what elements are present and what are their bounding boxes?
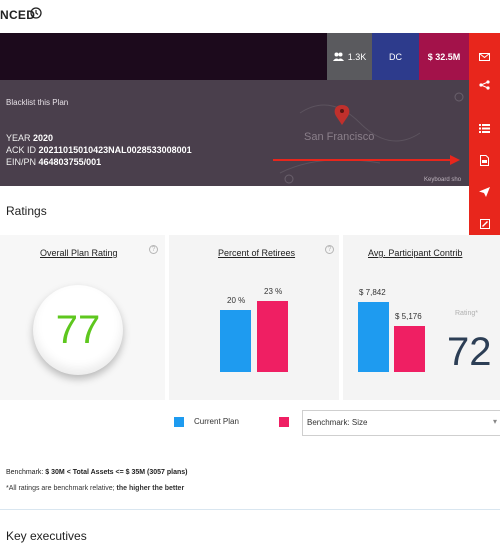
assets-value: $ 32.5M <box>427 51 461 62</box>
participants-stat: 1.3K <box>327 33 372 80</box>
overall-rating-gauge: 77 <box>33 285 123 375</box>
plan-identifiers: YEAR 2020 ACK ID 20211015010423NAL002853… <box>6 132 192 168</box>
year-value: 2020 <box>33 133 54 143</box>
benchmark-select-value: Benchmark: Size <box>307 418 368 427</box>
state-stat: DC <box>372 33 419 80</box>
help-icon[interactable]: ? <box>325 245 334 254</box>
ratings-footnote: *All ratings are benchmark relative; the… <box>6 485 184 492</box>
footnote-prefix: *All ratings are benchmark relative; <box>6 485 117 492</box>
contribution-title[interactable]: Avg. Participant Contrib <box>368 248 463 258</box>
edit-button[interactable] <box>469 213 500 235</box>
benchmark-swatch <box>279 417 289 427</box>
contribution-current-label: $ 7,842 <box>359 288 386 297</box>
blacklist-link[interactable]: Blacklist this Plan <box>6 98 69 107</box>
top-bar: NCED <box>0 0 500 30</box>
current-plan-legend: Current Plan <box>194 417 239 426</box>
year-label: YEAR <box>6 133 31 143</box>
clock-icon <box>30 7 42 19</box>
retirees-benchmark-bar <box>257 301 288 372</box>
map-city-label: San Francisco <box>304 131 375 143</box>
map-keyboard-shortcuts[interactable]: Keyboard sho <box>424 177 462 183</box>
list-icon <box>479 123 490 133</box>
retirees-benchmark-label: 23 % <box>264 287 283 296</box>
contribution-benchmark-bar <box>394 326 425 372</box>
share-icon <box>479 80 490 90</box>
benchmark-note-prefix: Benchmark: <box>6 469 46 476</box>
section-divider <box>0 509 500 510</box>
pdf-icon <box>480 154 489 166</box>
share-button[interactable] <box>469 74 500 96</box>
map-decoration <box>273 92 464 184</box>
email-button[interactable] <box>469 46 500 68</box>
ein-value: 464803755/001 <box>38 157 102 167</box>
send-icon <box>479 187 490 197</box>
state-value: DC <box>389 51 402 62</box>
contribution-rating-value: 72 <box>447 330 492 374</box>
current-plan-swatch <box>174 417 184 427</box>
plan-hero-banner: 1.3K DC $ 32.5M San Francisco Keyboard s… <box>0 33 500 186</box>
chevron-down-icon: ▾ <box>492 417 497 426</box>
overall-rating-value: 77 <box>55 307 101 352</box>
edit-icon <box>479 219 490 229</box>
benchmark-select[interactable]: Benchmark: Size ▾ <box>302 410 500 436</box>
send-button[interactable] <box>469 181 500 203</box>
retirees-card: Percent of Retirees ? 20 % 23 % <box>169 235 339 400</box>
overall-rating-title[interactable]: Overall Plan Rating <box>40 248 118 258</box>
ratings-heading: Ratings <box>6 204 47 218</box>
retirees-title[interactable]: Percent of Retirees <box>218 248 296 258</box>
map-pin-icon <box>334 105 350 125</box>
ack-value: 20211015010423NAL0028533008001 <box>38 145 192 155</box>
list-button[interactable] <box>469 117 500 139</box>
footnote-emphasis: the higher the better <box>116 485 185 492</box>
users-icon <box>332 52 344 61</box>
retirees-current-label: 20 % <box>227 296 246 305</box>
ack-label: ACK ID <box>6 145 37 155</box>
page-title: NCED <box>0 8 36 22</box>
pdf-button[interactable] <box>469 149 500 171</box>
assets-stat: $ 32.5M <box>419 33 469 80</box>
benchmark-note-range: $ 30M < Total Assets <= $ 35M (3057 plan… <box>45 469 188 476</box>
key-executives-heading: Key executives <box>6 529 87 543</box>
contribution-card: Avg. Participant Contrib $ 7,842 $ 5,176… <box>343 235 500 400</box>
contribution-rating-label: Rating* <box>455 310 478 317</box>
mail-icon <box>479 53 490 61</box>
map-view[interactable] <box>0 80 500 186</box>
overall-rating-card: Overall Plan Rating ? 77 <box>0 235 165 400</box>
action-sidebar <box>469 33 500 258</box>
contribution-current-bar <box>358 302 389 372</box>
arrow-icon <box>273 155 460 165</box>
participants-value: 1.3K <box>347 51 367 62</box>
help-icon[interactable]: ? <box>149 245 158 254</box>
retirees-current-bar <box>220 310 251 372</box>
benchmark-note: Benchmark: $ 30M < Total Assets <= $ 35M… <box>6 469 188 476</box>
ein-label: EIN/PN <box>6 157 37 167</box>
contribution-benchmark-label: $ 5,176 <box>395 312 422 321</box>
